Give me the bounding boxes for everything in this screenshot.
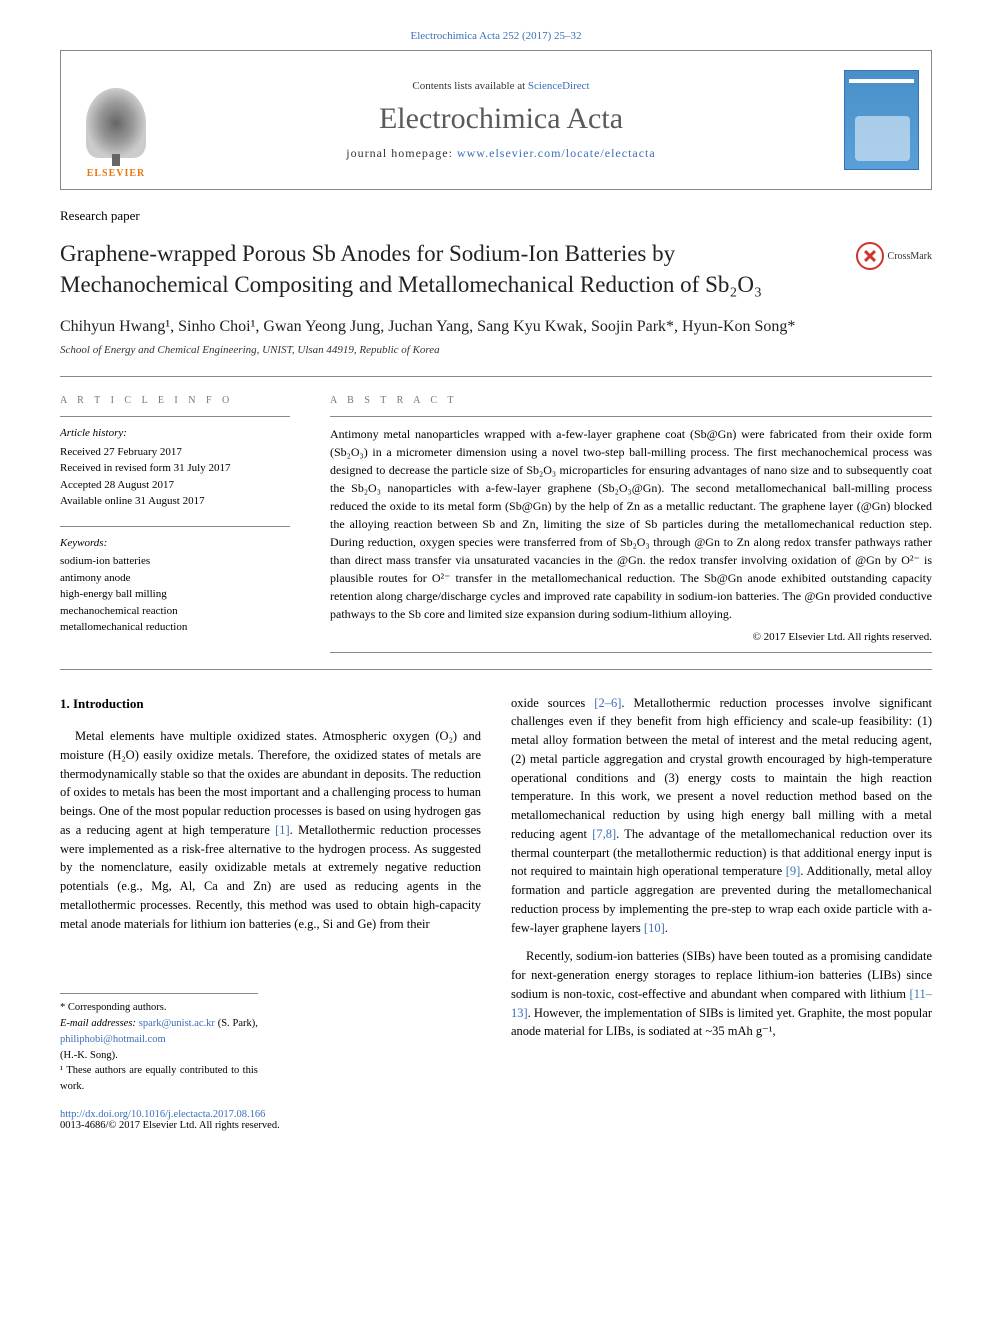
divider [60,526,290,527]
abstract-heading: A B S T R A C T [330,393,932,408]
keyword: sodium-ion batteries [60,553,290,570]
text-run: . Metallothermic reduction processes inv… [511,696,932,841]
equal-contribution-note: ¹ These authors are equally contributed … [60,1063,258,1095]
history-label: Article history: [60,425,290,442]
keyword: high-energy ball milling [60,586,290,603]
text-run: . However, the implementation of SIBs is… [511,1006,932,1039]
crossmark-icon [856,242,884,270]
text-run: . [665,921,668,935]
paper-type: Research paper [60,208,932,224]
corresponding-note: * Corresponding authors. [60,1000,258,1016]
header-center: Contents lists available at ScienceDirec… [171,51,831,189]
email-line: E-mail addresses: spark@unist.ac.kr (S. … [60,1016,258,1048]
keyword: antimony anode [60,570,290,587]
citation-link[interactable]: [10] [644,921,665,935]
elsevier-text: ELSEVIER [86,168,146,179]
column-left: 1. Introduction Metal elements have mult… [60,694,481,1095]
crossmark-label: CrossMark [888,251,932,262]
citation-link[interactable]: [7,8] [592,827,616,841]
info-abstract-row: A R T I C L E I N F O Article history: R… [60,377,932,669]
elsevier-tree-icon [86,88,146,158]
homepage-link[interactable]: www.elsevier.com/locate/electacta [457,146,656,160]
email-link[interactable]: philiphobi@hotmail.com [60,1034,166,1045]
column-right: oxide sources [2–6]. Metallothermic redu… [511,694,932,1095]
text-run: oxide sources [511,696,594,710]
publisher-logo-area: ELSEVIER [61,51,171,189]
text-run: Recently, sodium-ion batteries (SIBs) ha… [511,949,932,1001]
history-item: Available online 31 August 2017 [60,493,290,510]
homepage-prefix: journal homepage: [346,146,457,160]
text-run: . Metallothermic reduction processes wer… [60,823,481,931]
journal-cover-area [831,51,931,189]
section-title: Introduction [73,696,144,711]
paragraph: Recently, sodium-ion batteries (SIBs) ha… [511,947,932,1041]
text-run: Metal elements have multiple oxidized st… [60,729,481,837]
section-number: 1. [60,696,70,711]
journal-cover-thumbnail[interactable] [844,70,919,170]
contents-line: Contents lists available at ScienceDirec… [171,80,831,92]
divider [60,416,290,417]
citation-link[interactable]: [2–6] [594,696,621,710]
journal-name: Electrochimica Acta [171,102,831,136]
journal-homepage: journal homepage: www.elsevier.com/locat… [171,146,831,161]
doi-link[interactable]: http://dx.doi.org/10.1016/j.electacta.20… [60,1109,265,1120]
paragraph: oxide sources [2–6]. Metallothermic redu… [511,694,932,938]
crossmark-badge[interactable]: CrossMark [856,242,932,270]
journal-header: ELSEVIER Contents lists available at Sci… [60,50,932,190]
history-item: Received 27 February 2017 [60,444,290,461]
doi-block: http://dx.doi.org/10.1016/j.electacta.20… [60,1109,932,1131]
email-link[interactable]: spark@unist.ac.kr [139,1018,215,1029]
citation-link[interactable]: [9] [786,864,801,878]
keyword: metallomechanical reduction [60,619,290,636]
journal-citation[interactable]: Electrochimica Acta 252 (2017) 25–32 [60,30,932,42]
history-item: Received in revised form 31 July 2017 [60,460,290,477]
email-name: (S. Park), [215,1018,258,1029]
keyword: mechanochemical reaction [60,603,290,620]
section-heading: 1. Introduction [60,694,481,714]
sciencedirect-link[interactable]: ScienceDirect [528,80,590,92]
abstract-copyright: © 2017 Elsevier Ltd. All rights reserved… [330,629,932,646]
elsevier-logo[interactable]: ELSEVIER [86,88,146,179]
authors: Chihyun Hwang¹, Sinho Choi¹, Gwan Yeong … [60,318,932,336]
footnotes: * Corresponding authors. E-mail addresse… [60,993,258,1095]
divider [60,669,932,670]
paper-title: Graphene-wrapped Porous Sb Anodes for So… [60,238,836,300]
divider [330,416,932,417]
article-info-heading: A R T I C L E I N F O [60,393,290,408]
keywords-label: Keywords: [60,535,290,552]
issn-copyright: 0013-4686/© 2017 Elsevier Ltd. All right… [60,1120,280,1131]
affiliation: School of Energy and Chemical Engineerin… [60,344,932,356]
article-info: A R T I C L E I N F O Article history: R… [60,393,290,653]
abstract-text: Antimony metal nanoparticles wrapped wit… [330,425,932,623]
email-label: E-mail addresses: [60,1018,139,1029]
body-columns: 1. Introduction Metal elements have mult… [60,694,932,1095]
divider [330,652,932,653]
contents-prefix: Contents lists available at [412,80,527,92]
history-item: Accepted 28 August 2017 [60,477,290,494]
paragraph: Metal elements have multiple oxidized st… [60,727,481,933]
email-name-2: (H.-K. Song). [60,1048,258,1064]
citation-link[interactable]: [1] [275,823,290,837]
abstract: A B S T R A C T Antimony metal nanoparti… [330,393,932,653]
